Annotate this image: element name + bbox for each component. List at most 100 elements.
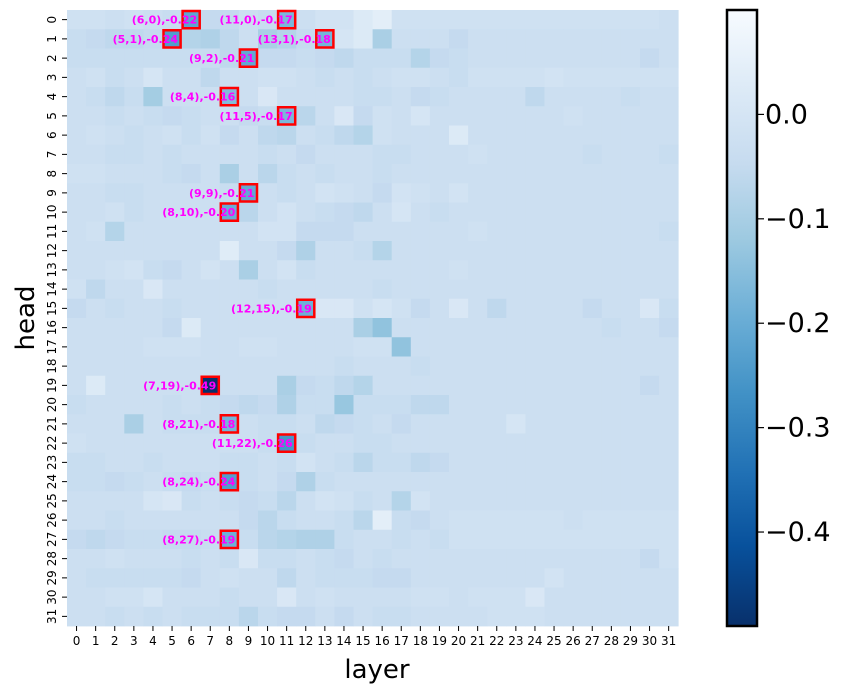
highlight-label: (8,24),-0.24 bbox=[162, 476, 235, 489]
heatmap-cell bbox=[659, 568, 679, 588]
heatmap-cell bbox=[506, 241, 526, 261]
heatmap-cell bbox=[315, 472, 335, 492]
x-tick-label: 6 bbox=[187, 634, 195, 648]
x-tick-label: 2 bbox=[111, 634, 119, 648]
heatmap-cell bbox=[67, 298, 87, 319]
heatmap-cell bbox=[449, 125, 469, 146]
heatmap-cell bbox=[506, 67, 526, 88]
heatmap-cell bbox=[219, 606, 240, 627]
heatmap-cell bbox=[258, 106, 278, 126]
heatmap-cell bbox=[563, 318, 584, 338]
x-tick-label: 12 bbox=[298, 634, 313, 648]
x-tick-label: 7 bbox=[206, 634, 214, 648]
heatmap-cell bbox=[410, 241, 431, 261]
heatmap-cell bbox=[391, 414, 412, 434]
heatmap-cell bbox=[334, 279, 354, 300]
heatmap-cell bbox=[238, 414, 259, 434]
heatmap-cell bbox=[468, 529, 488, 550]
heatmap-cell bbox=[659, 144, 679, 165]
heatmap-cell bbox=[563, 568, 584, 588]
heatmap-cell bbox=[640, 221, 660, 242]
heatmap-cell bbox=[468, 472, 488, 492]
heatmap-cell bbox=[258, 48, 278, 69]
heatmap-cell bbox=[391, 356, 412, 377]
heatmap-cell bbox=[353, 10, 373, 30]
heatmap-cell bbox=[410, 318, 431, 338]
x-tick-label: 21 bbox=[470, 634, 485, 648]
highlight-box bbox=[238, 183, 259, 203]
y-tick-label: 21 bbox=[45, 416, 59, 431]
heatmap-cell bbox=[487, 29, 507, 49]
heatmap-cell bbox=[219, 414, 240, 434]
heatmap-cell bbox=[334, 183, 354, 203]
heatmap-cell bbox=[124, 298, 144, 319]
heatmap-cell bbox=[372, 510, 393, 531]
heatmap-cell bbox=[238, 452, 259, 473]
heatmap-cell bbox=[391, 125, 412, 146]
heatmap-cell bbox=[238, 87, 259, 107]
annotation-labels: (6,0),-0.22 (11,0),-0.17 (5,1),-0.24 (13,1)… bbox=[113, 14, 331, 547]
heatmap-cell bbox=[124, 510, 144, 531]
heatmap-cell bbox=[582, 510, 603, 531]
highlight-box bbox=[219, 471, 240, 492]
heatmap-cell bbox=[620, 279, 641, 300]
heatmap-cell bbox=[391, 298, 412, 319]
heatmap-cell bbox=[258, 395, 278, 415]
heatmap-cell bbox=[487, 356, 507, 377]
heatmap-cell bbox=[105, 67, 125, 88]
heatmap-cell bbox=[143, 395, 163, 415]
heatmap-cell bbox=[640, 125, 660, 146]
heatmap-cell bbox=[429, 606, 450, 627]
heatmap-cell bbox=[67, 144, 87, 165]
y-tick-label: 31 bbox=[45, 609, 59, 624]
heatmap-cell bbox=[296, 241, 316, 261]
colorbar: 0.0 −0.1 −0.2 −0.3 −0.4 bbox=[725, 8, 831, 628]
heatmap-cell bbox=[315, 125, 335, 146]
heatmap-cell bbox=[563, 241, 584, 261]
heatmap-cell bbox=[429, 260, 450, 280]
heatmap-cell bbox=[277, 260, 297, 280]
heatmap-cell bbox=[258, 241, 278, 261]
heatmap-cell bbox=[162, 472, 182, 492]
x-tick-label: 11 bbox=[279, 634, 294, 648]
heatmap-cell bbox=[487, 202, 507, 223]
heatmap-cell bbox=[640, 587, 660, 608]
heatmap-cell bbox=[582, 491, 603, 511]
heatmap-cell bbox=[525, 221, 545, 242]
y-tick-label: 10 bbox=[45, 204, 59, 219]
heatmap-cell bbox=[334, 125, 354, 146]
heatmap-cell bbox=[296, 510, 316, 531]
heatmap-cell bbox=[86, 606, 106, 627]
heatmap-cell bbox=[277, 529, 297, 550]
heatmap-cell bbox=[143, 87, 163, 107]
heatmap-cell bbox=[372, 337, 393, 357]
heatmap-cell bbox=[544, 549, 564, 569]
y-tick-label: 30 bbox=[45, 589, 59, 604]
heatmap-cell bbox=[67, 87, 87, 107]
heatmap-cell bbox=[429, 375, 450, 396]
heatmap-cell bbox=[468, 375, 488, 396]
heatmap-cell bbox=[582, 202, 603, 223]
heatmap-cell bbox=[506, 375, 526, 396]
heatmap-cell bbox=[410, 433, 431, 454]
x-tick-label: 30 bbox=[642, 634, 657, 648]
heatmap-cell bbox=[620, 472, 641, 492]
heatmap-cell bbox=[410, 568, 431, 588]
heatmap-cell bbox=[258, 221, 278, 242]
heatmap-cell bbox=[67, 414, 87, 434]
heatmap-cell bbox=[410, 164, 431, 184]
heatmap-cell bbox=[277, 29, 297, 49]
heatmap-cell bbox=[296, 67, 316, 88]
heatmap-cell bbox=[238, 587, 259, 608]
heatmap-cell bbox=[487, 318, 507, 338]
heatmap-cell bbox=[410, 356, 431, 377]
highlight-label: (9,9),-0.21 bbox=[189, 187, 254, 200]
heatmap-cell bbox=[105, 183, 125, 203]
heatmap-cell bbox=[506, 606, 526, 627]
heatmap-cell bbox=[506, 529, 526, 550]
heatmap-cell bbox=[372, 395, 393, 415]
heatmap-cell bbox=[67, 29, 87, 49]
x-tick-label: 19 bbox=[432, 634, 447, 648]
heatmap-cell bbox=[429, 452, 450, 473]
heatmap-cell bbox=[219, 67, 240, 88]
